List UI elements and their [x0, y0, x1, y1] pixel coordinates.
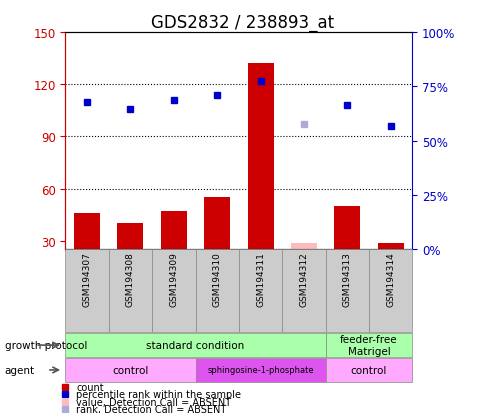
- Text: GSM194310: GSM194310: [212, 252, 221, 307]
- Bar: [117, 224, 143, 250]
- Text: GSM194314: GSM194314: [385, 252, 394, 306]
- Text: agent: agent: [5, 365, 35, 375]
- Text: count: count: [76, 382, 104, 392]
- Text: rank, Detection Call = ABSENT: rank, Detection Call = ABSENT: [76, 404, 226, 413]
- Text: GSM194313: GSM194313: [342, 252, 351, 307]
- Text: standard condition: standard condition: [146, 340, 244, 350]
- Text: GSM194308: GSM194308: [126, 252, 135, 307]
- Text: feeder-free
Matrigel: feeder-free Matrigel: [339, 335, 397, 356]
- Text: sphingosine-1-phosphate: sphingosine-1-phosphate: [207, 366, 313, 375]
- Bar: [290, 243, 316, 250]
- Text: GSM194312: GSM194312: [299, 252, 308, 306]
- Text: GSM194309: GSM194309: [169, 252, 178, 307]
- Bar: [247, 64, 273, 250]
- Text: control: control: [350, 365, 386, 375]
- Bar: [377, 243, 403, 250]
- Text: GSM194311: GSM194311: [256, 252, 264, 307]
- Text: control: control: [112, 365, 149, 375]
- Text: value, Detection Call = ABSENT: value, Detection Call = ABSENT: [76, 397, 231, 407]
- Bar: [74, 214, 100, 250]
- Text: GDS2832 / 238893_at: GDS2832 / 238893_at: [151, 14, 333, 32]
- Bar: [161, 212, 186, 250]
- Text: growth protocol: growth protocol: [5, 340, 87, 350]
- Bar: [204, 198, 230, 250]
- Text: percentile rank within the sample: percentile rank within the sample: [76, 389, 241, 399]
- Bar: [333, 206, 360, 250]
- Text: GSM194307: GSM194307: [82, 252, 91, 307]
